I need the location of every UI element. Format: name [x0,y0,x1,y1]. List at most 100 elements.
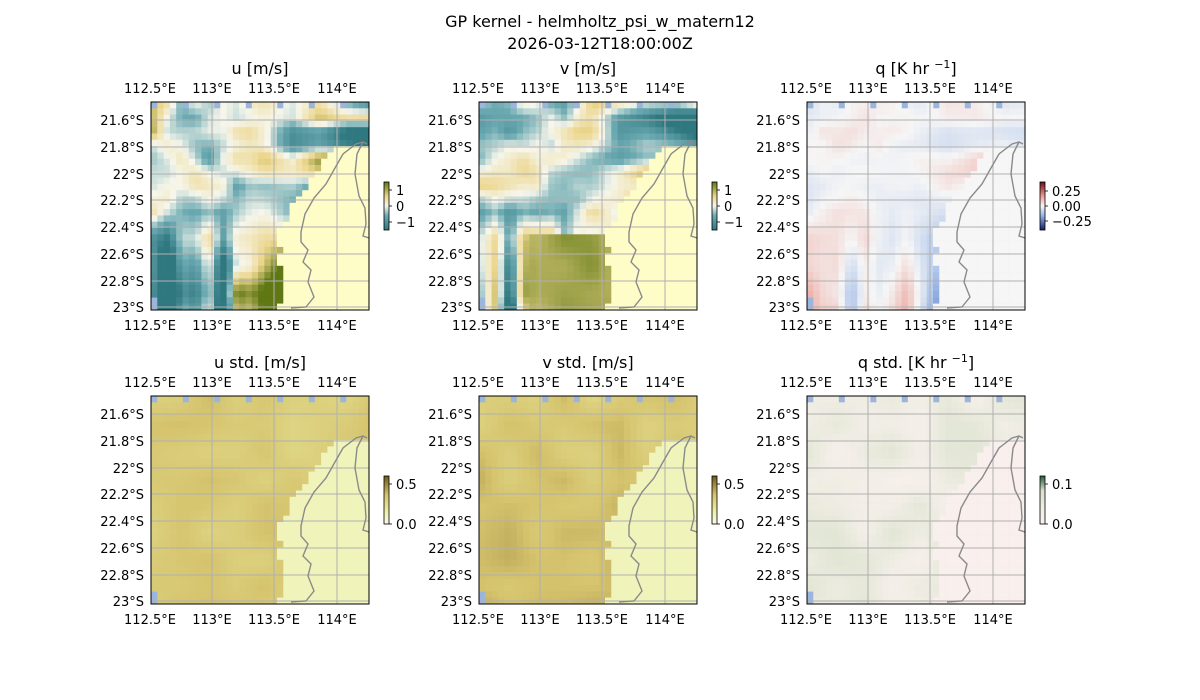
heatmap-cell [207,190,215,197]
heatmap-cell [554,234,562,241]
heatmap-cell [346,127,353,134]
heatmap-cell [491,221,499,229]
heatmap-cell [277,591,284,598]
heatmap-cell [220,484,227,491]
heatmap-cell [680,171,688,178]
heatmap-cell [542,309,549,310]
heatmap-cell [491,585,499,592]
heatmap-cell [819,234,827,241]
heatmap-cell [214,452,221,460]
heatmap-cell [251,190,259,197]
heatmap-cell [479,228,486,235]
heatmap-cell [321,190,328,197]
heatmap-cell [176,127,183,134]
heatmap-cell [277,240,284,248]
heatmap-cell [825,297,833,304]
heatmap-cell [586,253,593,260]
heatmap-cell [497,291,505,298]
heatmap-cell [857,291,864,298]
heatmap-cell [825,234,833,241]
coastline-peninsula [354,435,369,533]
heatmap-cell [516,246,524,254]
heatmap-cell [920,202,927,210]
heatmap-cell [358,465,366,472]
heatmap-cell [195,246,202,254]
heatmap-cell [346,183,353,191]
heatmap-cell [819,165,827,172]
panel-u-std: u std. [m/s]112.5°E112.5°E113°E113°E113.… [100,353,416,628]
heatmap-cell [352,421,360,428]
heatmap-cell [214,515,221,523]
heatmap-cell [579,158,587,166]
heatmap-cell [807,215,814,222]
heatmap-cell [182,108,190,115]
heatmap-cell [491,114,499,122]
heatmap-cell [497,228,505,235]
heatmap-cell [283,265,290,273]
heatmap-cell [516,259,524,267]
heatmap-cell [258,585,265,592]
heatmap-cell [573,202,581,210]
heatmap-cell [163,183,171,191]
heatmap-cell [277,202,284,210]
x-tick-label-top: 113°E [192,82,232,97]
heatmap-cell [226,547,234,554]
heatmap-cell [901,297,909,304]
heatmap-cell [365,433,369,441]
heatmap-cell [832,108,839,115]
heatmap-cell [1021,297,1025,304]
heatmap-cell [365,183,369,191]
heatmap-cell [333,309,341,310]
heatmap-cell [245,452,253,460]
heatmap-cell [914,190,921,197]
heatmap-cell [327,603,334,604]
heatmap-cell [636,202,644,210]
heatmap-cell [592,291,599,298]
heatmap-cell [314,578,322,586]
heatmap-cell [232,152,240,159]
heatmap-cell [851,202,858,210]
heatmap-cell [302,477,309,485]
heatmap-cell [567,297,574,304]
heatmap-cell [340,253,347,260]
heatmap-cell [207,465,215,472]
heatmap-cell [832,114,839,122]
heatmap-cell [207,152,215,159]
heatmap-cell [807,127,814,134]
heatmap-cell [933,177,940,185]
heatmap-cell [258,259,265,267]
x-tick-label-bottom: 114°E [973,319,1013,334]
heatmap-cell [479,259,486,267]
heatmap-cell [523,102,530,109]
heatmap-cell [535,177,543,185]
heatmap-cell [964,139,972,147]
heatmap-cell [207,146,215,153]
heatmap-cell [232,522,240,529]
heatmap-cell [611,278,618,285]
x-tick-label-bottom: 113°E [192,319,232,334]
heatmap-cell [195,603,202,604]
heatmap-cell [933,297,940,304]
heatmap-cell [151,291,158,298]
heatmap-cell [352,566,360,573]
heatmap-cell [668,209,675,216]
heatmap-cell [592,253,599,260]
heatmap-cell [529,272,536,279]
heatmap-cell [642,209,650,216]
heatmap-cell [636,215,644,222]
heatmap-cell [314,522,322,529]
heatmap-cell [283,534,290,542]
heatmap-cell [686,240,694,248]
heatmap-cell [857,246,864,254]
heatmap-cell [295,108,303,115]
heatmap-cell [649,190,656,197]
heatmap-cell [302,408,309,416]
heatmap-cell [939,202,946,210]
heatmap-cell [870,177,877,185]
heatmap-cell [605,215,612,222]
heatmap-cell [214,265,221,273]
heatmap-cell [277,484,284,491]
heatmap-cell [295,509,303,516]
heatmap-cell [201,202,208,210]
heatmap-cell [245,152,253,159]
